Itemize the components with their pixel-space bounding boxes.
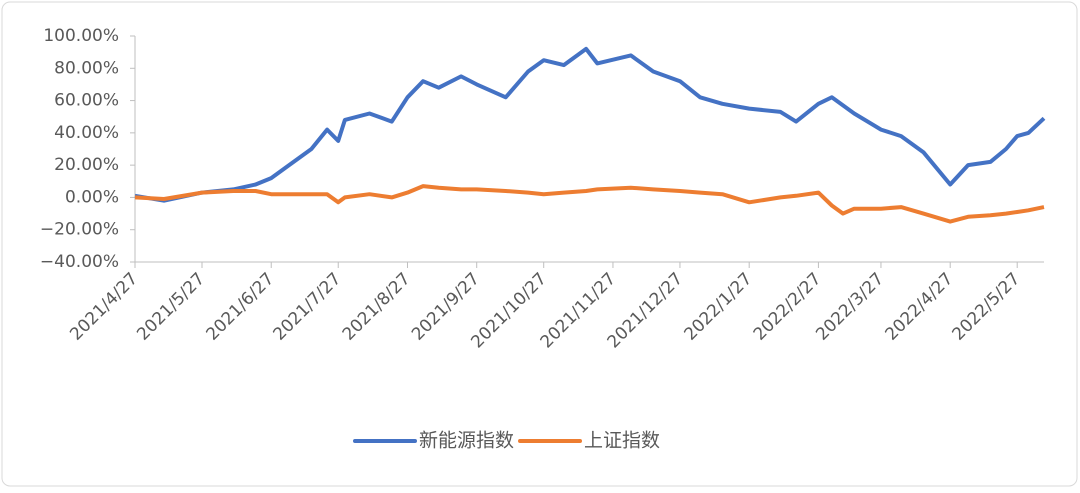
- y-tick-label: −20.00%: [40, 220, 119, 240]
- y-tick-label: −40.00%: [40, 252, 119, 272]
- y-tick-label: 80.00%: [54, 58, 119, 78]
- y-tick-label: 0.00%: [65, 187, 119, 207]
- y-tick-label: 20.00%: [54, 155, 119, 175]
- series-line: [134, 184, 1045, 224]
- legend-label: 上证指数: [584, 430, 660, 452]
- y-tick-label: 100.00%: [43, 26, 119, 46]
- legend-label: 新能源指数: [419, 430, 514, 452]
- y-tick-label: 40.00%: [54, 123, 119, 143]
- series-line: [134, 46, 1046, 203]
- y-tick-label: 60.00%: [54, 91, 119, 111]
